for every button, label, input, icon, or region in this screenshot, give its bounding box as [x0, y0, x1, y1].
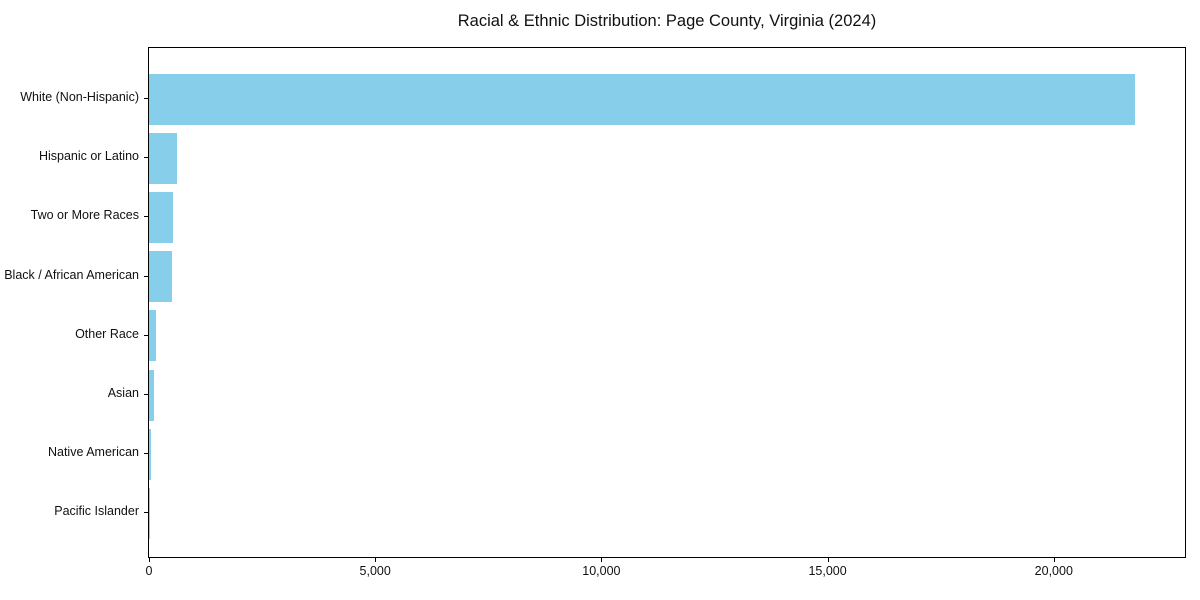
y-axis-tick	[144, 216, 148, 218]
bar-black-african-american	[149, 251, 172, 303]
bar-hispanic-or-latino	[149, 132, 177, 184]
x-axis-label-20000: 20,000	[1034, 564, 1073, 578]
y-axis-label-hispanic-or-latino: Hispanic or Latino	[38, 149, 139, 164]
y-axis-tick	[144, 334, 148, 336]
y-axis-tick	[144, 157, 148, 159]
y-axis-label-black-african-american: Black / African American	[4, 267, 139, 282]
y-axis-tick	[144, 275, 148, 277]
y-axis-tick	[144, 453, 148, 455]
x-axis-label-0: 0	[145, 564, 153, 578]
x-axis-tick	[601, 558, 603, 562]
x-axis-tick	[1053, 558, 1055, 562]
bar-other-race	[149, 310, 157, 362]
x-axis-label-5000: 5,000	[359, 564, 391, 578]
x-axis-label-10000: 10,000	[582, 564, 621, 578]
bar-asian	[149, 369, 155, 421]
x-axis-tick	[149, 558, 150, 562]
y-axis-label-two-or-more-races: Two or More Races	[30, 208, 139, 223]
y-axis-tick	[144, 394, 148, 395]
y-axis-tick	[144, 98, 148, 99]
y-axis-label-native-american: Native American	[47, 445, 139, 460]
x-axis-label-15000: 15,000	[808, 564, 847, 578]
y-axis-label-asian: Asian	[107, 386, 139, 400]
bar-two-or-more-races	[149, 191, 173, 243]
bar-white-non-hispanic	[149, 73, 1136, 125]
y-axis-label-pacific-islander: Pacific Islander	[54, 504, 139, 519]
x-axis-tick	[375, 558, 377, 562]
y-axis-tick	[144, 512, 148, 514]
y-axis-label-white-non-hispanic: White (Non-Hispanic)	[20, 90, 139, 104]
chart-title: Racial & Ethnic Distribution: Page Count…	[457, 12, 877, 30]
plot-area	[148, 47, 1186, 558]
y-axis-label-other-race: Other Race	[75, 326, 139, 341]
bar-pacific-islander	[149, 487, 150, 539]
x-axis-tick	[827, 558, 829, 562]
bar-native-american	[149, 428, 151, 480]
